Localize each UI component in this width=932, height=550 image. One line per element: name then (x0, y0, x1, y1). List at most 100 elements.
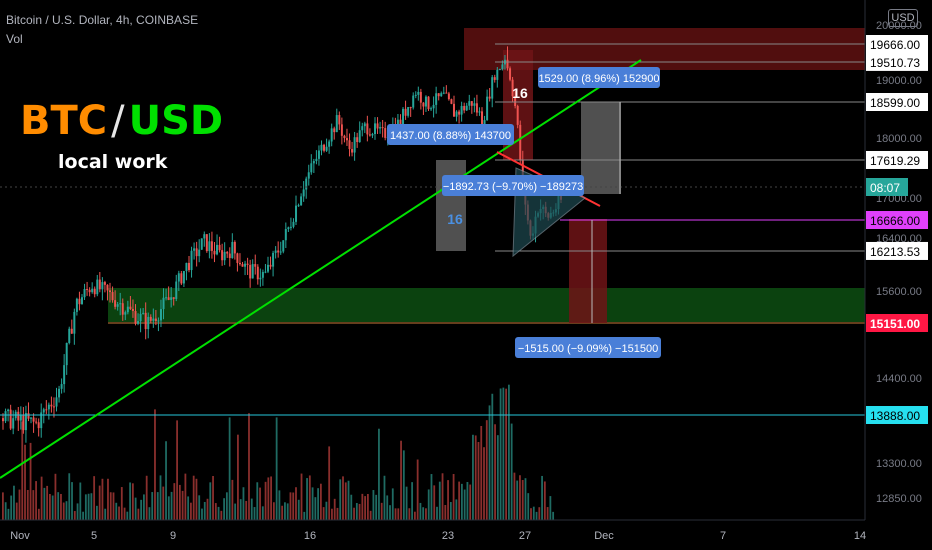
candle-body (488, 96, 491, 99)
volume-bar (234, 503, 237, 520)
candle-body (381, 127, 384, 129)
volume-bar (438, 481, 441, 520)
candle-body (116, 304, 119, 307)
measurement-label: 1437.00 (8.88%) 143700 (390, 130, 511, 142)
candle-body (269, 264, 272, 267)
volume-bar (167, 496, 170, 520)
pair-overlay: BTC / USD (20, 98, 223, 144)
volume-bar (84, 494, 87, 520)
candle-body (447, 93, 450, 100)
volume-bar (165, 441, 167, 520)
candle-body (221, 250, 224, 261)
price-label: 16666.00 (870, 214, 920, 228)
volume-bar (32, 490, 35, 520)
volume-bar (65, 501, 68, 520)
candle-body (106, 284, 109, 291)
candle-body (251, 264, 254, 279)
volume-bar (513, 472, 516, 520)
volume-bar (510, 423, 513, 520)
candle-body (60, 384, 63, 389)
volume-bar (190, 502, 192, 520)
volume-bar (10, 495, 13, 520)
volume-bar (26, 489, 29, 520)
volume-bar (68, 473, 71, 520)
volume-bar (524, 478, 527, 520)
currency-button[interactable]: USD (888, 9, 918, 27)
volume-bar (176, 420, 178, 520)
volume-bar (386, 495, 389, 520)
volume-bar (347, 480, 350, 520)
candle-body (424, 96, 427, 107)
candle-body (185, 262, 188, 272)
volume-bar (402, 450, 405, 520)
candle-body (432, 104, 435, 109)
candle-body (287, 227, 290, 230)
volume-bar (430, 474, 433, 520)
price-tick-label: 14400.00 (876, 373, 922, 385)
pair-base: BTC (20, 98, 108, 144)
volume-bar (519, 475, 521, 520)
volume-bar (444, 504, 447, 520)
candle-body (455, 111, 458, 117)
candle-body (368, 134, 371, 136)
volume-bar (256, 482, 259, 520)
volume-bar (79, 482, 82, 520)
candle-body (371, 133, 374, 136)
volume-bar (507, 384, 510, 520)
volume-bar (217, 506, 220, 520)
candle-body (22, 415, 25, 431)
candle-body (356, 137, 359, 143)
candle-body (323, 144, 326, 151)
candle-body (93, 288, 96, 295)
candle-body (442, 92, 445, 94)
volume-bar (225, 492, 228, 520)
volume-bar (253, 507, 256, 520)
volume-bar (220, 510, 223, 520)
time-tick-label: Nov (10, 530, 30, 542)
support-zone (108, 288, 865, 324)
price-label-box (866, 211, 928, 229)
candle-body (35, 421, 38, 423)
volume-bar (29, 442, 32, 520)
candle-body (47, 404, 50, 410)
candle-body (246, 263, 249, 265)
volume-bar (170, 491, 173, 520)
candle-body (9, 409, 12, 429)
measurement-label-box (442, 175, 584, 196)
candle-body (109, 290, 112, 293)
volume-bar (261, 506, 264, 520)
candle-body (249, 264, 252, 279)
candle-body (506, 59, 509, 69)
candle-body (348, 140, 351, 150)
volume-bar (488, 405, 491, 520)
volume-bar (284, 502, 286, 520)
candle-body (366, 123, 369, 135)
volume-bar (408, 508, 411, 520)
volume-bar (358, 503, 361, 520)
candle-body (142, 312, 145, 314)
volume-bar (397, 508, 400, 520)
volume-bar (405, 486, 408, 520)
price-label: 19666.00 (870, 38, 920, 52)
candle-body (131, 308, 134, 312)
volume-bar (145, 475, 148, 520)
candle-body (452, 103, 455, 117)
volume-bar (394, 508, 397, 520)
candle-body (254, 264, 257, 267)
volume-bar (419, 502, 422, 520)
trendline (0, 59, 642, 479)
candle-body (147, 316, 150, 330)
measurement-label: −1515.00 (−9.09%) −151500 (518, 343, 658, 355)
volume-bar (18, 489, 21, 520)
candle-body (162, 297, 165, 310)
candle-body (274, 250, 277, 253)
volume-bar (245, 500, 248, 520)
price-label: 16213.53 (870, 245, 920, 259)
volume-bar (7, 508, 10, 520)
price-tick-label: 13300.00 (876, 458, 922, 470)
time-tick-label: 14 (854, 530, 866, 542)
candle-body (496, 69, 499, 80)
volume-bar (416, 459, 419, 520)
pair-slash: / (111, 98, 125, 144)
